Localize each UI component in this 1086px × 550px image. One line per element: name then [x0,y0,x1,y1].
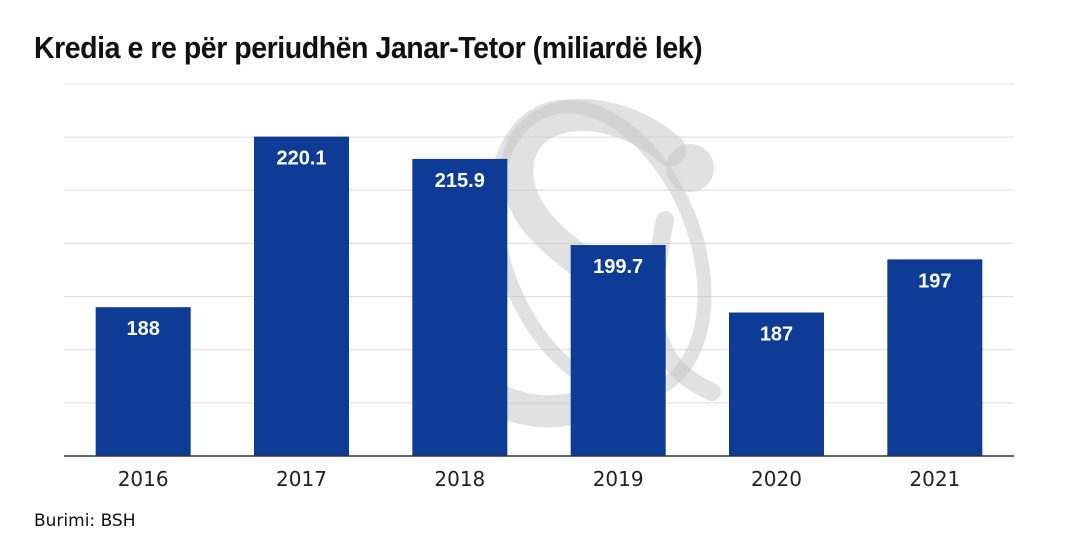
x-tick-label-2020: 2020 [751,467,802,491]
x-tick-label-2018: 2018 [434,467,485,491]
value-label-2016: 188 [126,318,159,340]
x-tick-label-2021: 2021 [909,467,960,491]
x-tick-labels: 2016 2017 2018 2019 2020 2021 [118,467,961,491]
value-labels: 188 220.1 215.9 199.7 187 197 [126,148,951,346]
x-tick-label-2016: 2016 [118,467,169,491]
value-label-2021: 197 [918,270,951,292]
value-label-2020: 187 [760,324,793,346]
x-tick-label-2019: 2019 [593,467,644,491]
bar-2020 [729,312,824,456]
watermark-dot [666,144,714,192]
bar-2017 [254,136,349,456]
bar-2018 [412,158,508,456]
value-label-2017: 220.1 [276,148,326,170]
bars [95,136,983,456]
value-label-2018: 215.9 [435,170,485,192]
value-label-2019: 199.7 [593,256,643,278]
chart-title: Kredia e re për periudhën Janar-Tetor (m… [34,30,703,65]
bar-2021 [887,259,983,456]
bar-2019 [570,245,666,456]
bar-2016 [95,307,191,456]
x-tick-label-2017: 2017 [276,467,327,491]
source-note: Burimi: BSH [34,511,136,531]
